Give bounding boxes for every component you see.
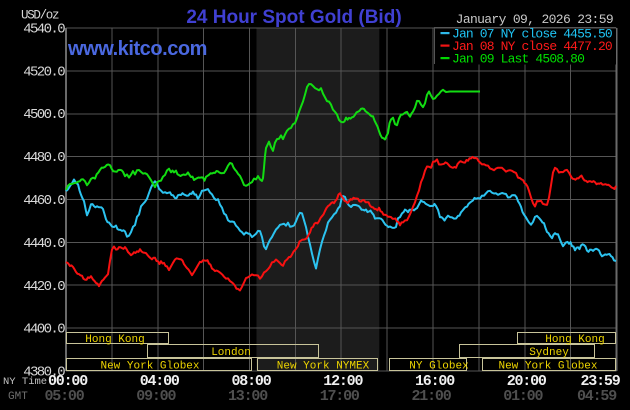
svg-text:12:00: 12:00 <box>323 373 363 390</box>
svg-text:New York Globex: New York Globex <box>498 361 597 373</box>
svg-text:17:00: 17:00 <box>320 388 360 405</box>
svg-text:4500.0: 4500.0 <box>23 107 65 123</box>
svg-text:January 09, 2026 23:59: January 09, 2026 23:59 <box>456 12 613 27</box>
svg-text:NY Time: NY Time <box>3 376 47 388</box>
svg-text:Jan 07 NY close 4455.50: Jan 07 NY close 4455.50 <box>452 27 612 42</box>
svg-text:New York NYMEX: New York NYMEX <box>277 361 370 373</box>
svg-text:4380.0: 4380.0 <box>23 365 65 381</box>
svg-text:4540.0: 4540.0 <box>23 22 65 38</box>
svg-text:08:00: 08:00 <box>231 373 271 390</box>
svg-text:4400.0: 4400.0 <box>23 322 65 338</box>
svg-text:04:00: 04:00 <box>140 373 180 390</box>
svg-text:4440.0: 4440.0 <box>23 236 65 252</box>
svg-text:00:00: 00:00 <box>48 373 88 390</box>
svg-text:04:59: 04:59 <box>577 388 617 405</box>
svg-text:21:00: 21:00 <box>411 388 451 405</box>
svg-text:USD/oz: USD/oz <box>21 9 59 23</box>
svg-text:Hong Kong: Hong Kong <box>85 334 144 346</box>
svg-text:Hong Kong: Hong Kong <box>545 334 604 346</box>
svg-text:20:00: 20:00 <box>507 373 547 390</box>
svg-text:London: London <box>211 347 251 359</box>
svg-text:www.kitco.com: www.kitco.com <box>67 38 207 60</box>
svg-text:4420.0: 4420.0 <box>23 279 65 295</box>
svg-text:23:59: 23:59 <box>580 373 620 390</box>
svg-text:GMT: GMT <box>8 391 28 403</box>
svg-text:13:00: 13:00 <box>228 388 268 405</box>
svg-text:05:00: 05:00 <box>44 388 84 405</box>
svg-text:New York Globex: New York Globex <box>100 361 199 373</box>
svg-text:NY Globex: NY Globex <box>409 361 469 373</box>
svg-text:Jan 08 NY close 4477.20: Jan 08 NY close 4477.20 <box>452 39 612 54</box>
svg-text:4480.0: 4480.0 <box>23 150 65 166</box>
svg-text:Sydney: Sydney <box>529 347 569 359</box>
svg-text:16:00: 16:00 <box>415 373 455 390</box>
svg-text:24 Hour Spot Gold (Bid): 24 Hour Spot Gold (Bid) <box>186 7 401 28</box>
svg-text:4460.0: 4460.0 <box>23 193 65 209</box>
svg-text:Jan 09 Last 4508.80: Jan 09 Last 4508.80 <box>452 52 584 67</box>
svg-text:4520.0: 4520.0 <box>23 64 65 80</box>
svg-text:09:00: 09:00 <box>136 388 176 405</box>
svg-text:01:00: 01:00 <box>503 388 543 405</box>
